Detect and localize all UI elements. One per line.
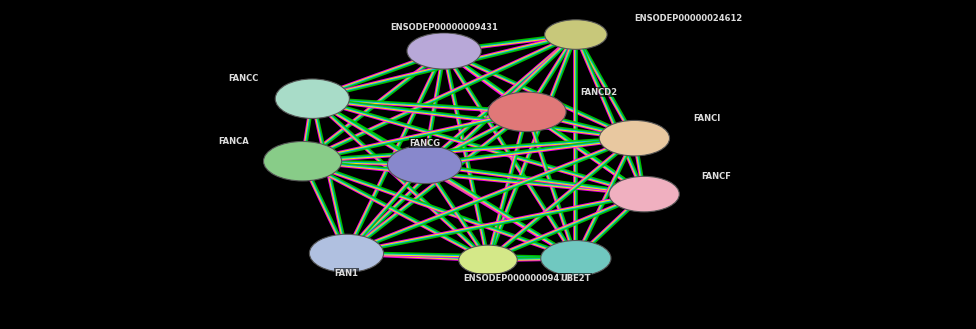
Ellipse shape <box>488 92 566 132</box>
Ellipse shape <box>407 33 481 69</box>
Text: FANCD2: FANCD2 <box>581 88 618 97</box>
Ellipse shape <box>387 145 462 184</box>
Text: ENSODEP00000009431: ENSODEP00000009431 <box>390 23 498 33</box>
Ellipse shape <box>541 240 611 276</box>
Text: UBE2T: UBE2T <box>560 273 591 283</box>
Ellipse shape <box>275 79 349 118</box>
Ellipse shape <box>599 120 670 156</box>
Ellipse shape <box>309 234 384 272</box>
Text: FAN1: FAN1 <box>335 268 358 278</box>
Ellipse shape <box>609 176 679 212</box>
Text: FANCC: FANCC <box>228 74 259 84</box>
Text: ENSODEP00000009470: ENSODEP00000009470 <box>464 273 571 283</box>
Ellipse shape <box>545 20 607 49</box>
Ellipse shape <box>264 141 342 181</box>
Text: ENSODEP00000024612: ENSODEP00000024612 <box>634 13 743 23</box>
Ellipse shape <box>459 245 517 275</box>
Text: FANCF: FANCF <box>701 171 731 181</box>
Text: FANCI: FANCI <box>693 114 720 123</box>
Text: FANCA: FANCA <box>218 137 249 146</box>
Text: FANCG: FANCG <box>409 139 440 148</box>
